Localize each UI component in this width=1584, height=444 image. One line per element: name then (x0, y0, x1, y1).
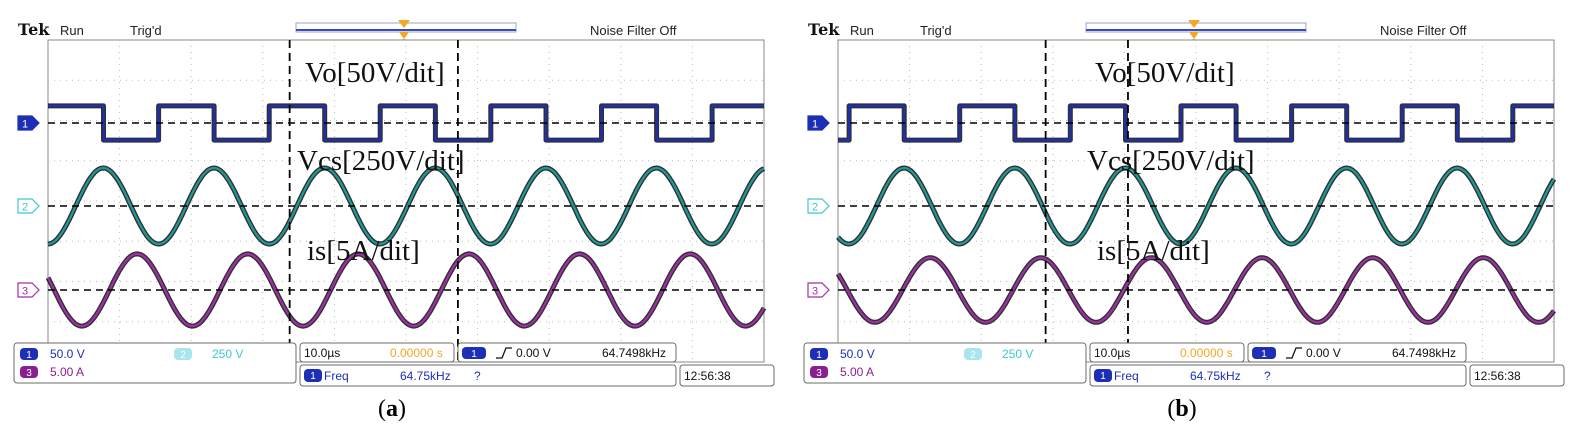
channel-3-ground-marker (17, 282, 40, 298)
waveform-ch1 (837, 104, 1555, 142)
channel-1-ground-marker (17, 115, 40, 131)
vcs-label: Vcs[250V/dit] (297, 145, 465, 177)
measurement-label: Freq (1114, 369, 1139, 383)
measurement-value: 64.75kHz (1190, 369, 1241, 383)
ch3-badge (810, 366, 828, 378)
ch3-scale: 5.00 A (840, 365, 874, 379)
measurement-source-badge (304, 369, 322, 382)
noise-filter-status: Noise Filter Off (590, 23, 677, 38)
channel-1-ground-marker (807, 115, 830, 131)
oscilloscope-screen-b: Tek Run Trig'd Noise Filter Off 1 2 3 Vo[50V/di… (803, 20, 1565, 387)
ch3-scale: 5.00 A (50, 365, 84, 379)
scope-panel-a: Tek Run Trig'd Noise Filter Off 1 2 3 Vo[50V/di… (12, 18, 777, 398)
noise-filter-status: Noise Filter Off (1380, 23, 1467, 38)
trigger-source-badge (462, 347, 486, 359)
trigger-position-icon (398, 20, 410, 28)
ch1-badge-label: 1 (26, 350, 32, 361)
vo-label: Vo[50V/dit] (305, 57, 445, 89)
oscilloscope-screen-a: Tek Run Trig'd Noise Filter Off 1 2 3 Vo[50V/di… (13, 20, 775, 387)
ch2-badge (964, 348, 982, 360)
channel-scale-box (803, 342, 1087, 384)
ch2-scale: 250 V (212, 347, 243, 361)
measurement-label: Freq (324, 369, 349, 383)
timebase-value: 10.0µs (304, 346, 340, 360)
ch1-scale: 50.0 V (840, 347, 875, 361)
channel-1-marker-label: 1 (22, 119, 28, 131)
measurement-box (1089, 364, 1467, 387)
measurement-source-label: 1 (1100, 371, 1106, 382)
caption-b: (b) (1167, 396, 1197, 422)
waveform-ch3 (47, 252, 765, 328)
ch1-badge (810, 348, 828, 360)
caption-a: (a) (378, 396, 406, 422)
rising-edge-icon (496, 347, 512, 359)
rising-edge-icon (1286, 347, 1302, 359)
channel-2-ground-marker (17, 198, 40, 214)
ch2-badge-label: 2 (970, 350, 976, 361)
trigger-box (1247, 342, 1467, 363)
trigger-frequency: 64.7498kHz (602, 346, 666, 360)
timebase-value: 10.0µs (1094, 346, 1130, 360)
graticule-border (837, 39, 1555, 363)
ch1-badge-label: 1 (816, 350, 822, 361)
channel-1-marker-label: 1 (812, 119, 818, 131)
delay-value: 0.00000 s (390, 346, 443, 360)
ch3-badge (20, 366, 38, 378)
channel-2-marker-label: 2 (812, 202, 818, 214)
trigger-source-label: 1 (1261, 349, 1267, 360)
trigger-source-label: 1 (471, 349, 477, 360)
trigger-status: Trig'd (130, 23, 162, 38)
timebase-box (299, 342, 455, 363)
channel-3-marker-label: 3 (812, 286, 818, 298)
clock-box (1469, 364, 1565, 387)
trigger-level: 0.00 V (516, 346, 551, 360)
trigger-level: 0.00 V (1306, 346, 1341, 360)
waveform-ch3 (837, 256, 1555, 324)
vo-label: Vo[50V/dit] (1095, 57, 1235, 89)
trigger-status: Trig'd (920, 23, 952, 38)
measurement-value: 64.75kHz (400, 369, 451, 383)
trigger-position-icon (1188, 20, 1200, 28)
clock-time: 12:56:38 (684, 369, 731, 383)
channel-2-ground-marker (807, 198, 830, 214)
channel-2-marker-label: 2 (22, 202, 28, 214)
run-status: Run (850, 23, 874, 38)
ch1-scale: 50.0 V (50, 347, 85, 361)
channel-3-marker-label: 3 (22, 286, 28, 298)
ch2-badge (174, 348, 192, 360)
trigger-box (457, 342, 677, 363)
waveform-ch2 (47, 166, 765, 246)
brand-logo: Tek (808, 20, 840, 39)
trigger-marker-icon (399, 32, 409, 39)
ch3-badge-label: 3 (26, 368, 32, 379)
measurement-source-badge (1094, 369, 1112, 382)
vcs-label: Vcs[250V/dit] (1087, 145, 1255, 177)
measurement-flag: ? (474, 369, 481, 383)
measurement-box (299, 364, 677, 387)
channel-scale-box (13, 342, 297, 384)
run-status: Run (60, 23, 84, 38)
ch2-scale: 250 V (1002, 347, 1033, 361)
timebase-box (1089, 342, 1245, 363)
graticule-border (47, 39, 765, 363)
ch2-badge-label: 2 (180, 350, 186, 361)
waveform-ch2 (837, 166, 1555, 246)
clock-time: 12:56:38 (1474, 369, 1521, 383)
channel-3-ground-marker (807, 282, 830, 298)
is-label: is[5A/dit] (307, 235, 420, 267)
measurement-flag: ? (1264, 369, 1271, 383)
is-label: is[5A/dit] (1097, 235, 1210, 267)
clock-box (679, 364, 775, 387)
waveform-ch1 (47, 104, 765, 142)
ch1-badge (20, 348, 38, 360)
ch3-badge-label: 3 (816, 368, 822, 379)
trigger-source-badge (1252, 347, 1276, 359)
trigger-marker-icon (1189, 32, 1199, 39)
delay-value: 0.00000 s (1180, 346, 1233, 360)
scope-panel-b: Tek Run Trig'd Noise Filter Off 1 2 3 Vo[50V/di… (802, 18, 1567, 398)
brand-logo: Tek (18, 20, 50, 39)
measurement-source-label: 1 (310, 371, 316, 382)
trigger-frequency: 64.7498kHz (1392, 346, 1456, 360)
